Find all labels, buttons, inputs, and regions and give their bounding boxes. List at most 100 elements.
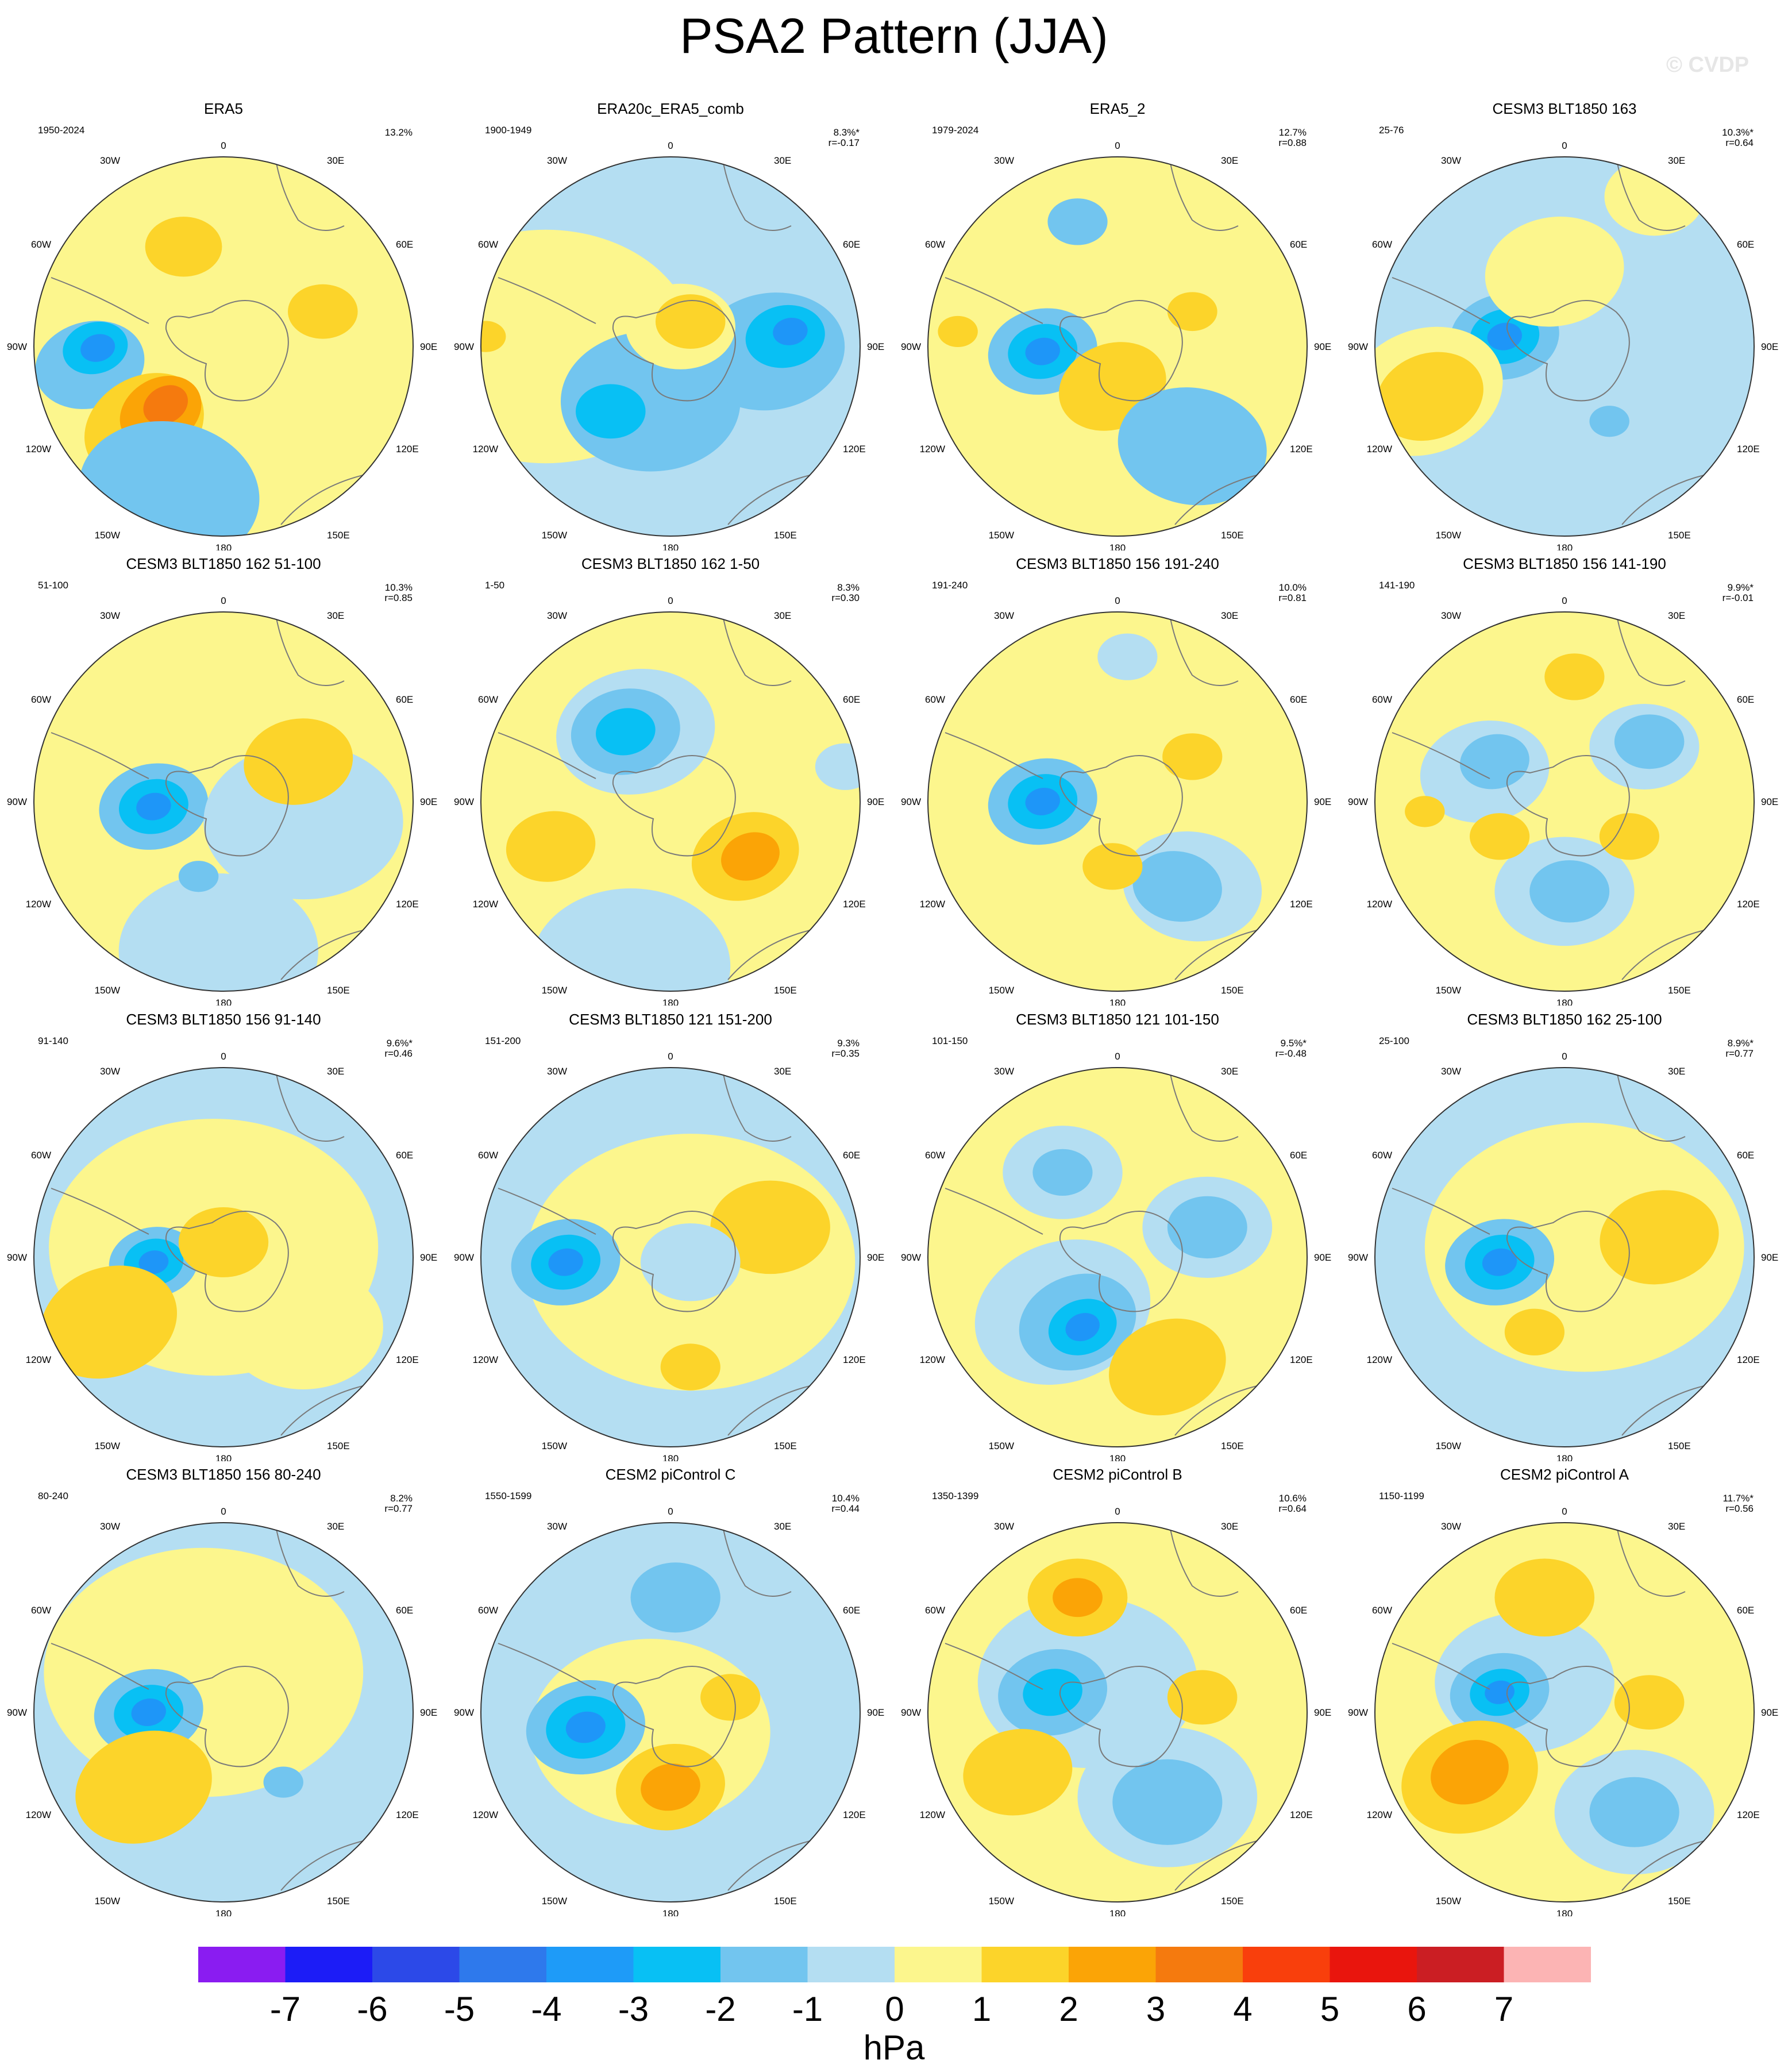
- lon-label-60e: 60E: [843, 1150, 860, 1161]
- lon-label-120e: 120E: [843, 899, 866, 910]
- lon-label-90w: 90W: [1348, 1252, 1368, 1263]
- africa-coastline: [722, 612, 792, 686]
- anomaly-contour: [963, 1728, 1073, 1816]
- lon-label-120e: 120E: [1290, 1809, 1313, 1820]
- lon-label-top: 0: [668, 595, 673, 606]
- lon-label-120e: 120E: [396, 1354, 419, 1365]
- lon-label-120w: 120W: [26, 899, 51, 910]
- anomaly-contour: [75, 1730, 212, 1844]
- anomaly-contour: [138, 1250, 169, 1274]
- colorbar-swatch: [1330, 1947, 1417, 1982]
- africa-coastline: [722, 1523, 792, 1597]
- anomaly-contour: [1097, 633, 1158, 680]
- lon-label-60e: 60E: [843, 694, 860, 705]
- lon-label-90e: 90E: [1314, 1707, 1331, 1718]
- south-america-coastline: [945, 732, 1043, 779]
- anomaly-contour: [815, 743, 860, 790]
- page-title: PSA2 Pattern (JJA): [680, 9, 1108, 64]
- pattern-correlation: r=0.88: [1278, 137, 1307, 148]
- lon-label-90w: 90W: [901, 796, 921, 807]
- map-border: [480, 611, 861, 992]
- panel-title: ERA20c_ERA5_comb: [597, 100, 744, 117]
- south-america-coastline: [945, 1643, 1043, 1690]
- lon-label-120w: 120W: [1367, 1354, 1392, 1365]
- year-range: 1550-1599: [485, 1491, 531, 1501]
- anomaly-contour: [630, 1562, 720, 1633]
- lon-label-120e: 120E: [1737, 1354, 1760, 1365]
- lon-label-30e: 30E: [774, 155, 791, 166]
- lon-label-120e: 120E: [1290, 1354, 1313, 1365]
- map-panel: CESM3 BLT1850 162 25-100 0 180 30W 60W 90W 120…: [1341, 1010, 1788, 1464]
- africa-coastline: [275, 157, 345, 231]
- anomaly-contour: [263, 1766, 303, 1798]
- panel-title: ERA5_2: [1089, 100, 1146, 117]
- anomaly-contour: [565, 1711, 606, 1743]
- antarctica-coastline: [1506, 755, 1630, 857]
- anomaly-contour: [1167, 1196, 1247, 1259]
- colorbar-tick-label: 0: [885, 1990, 904, 2028]
- anomaly-contour: [1589, 1777, 1679, 1847]
- polar-map: 0 180 30W 60W 90W 120W 150W 30E 60E 90E 120E 150E 51…: [7, 580, 437, 1006]
- anomaly-contour: [1025, 788, 1060, 815]
- lon-label-60e: 60E: [1737, 694, 1754, 705]
- colorbar-tick-label: 2: [1059, 1990, 1078, 2028]
- lon-label-90e: 90E: [867, 1707, 884, 1718]
- lon-label-150e: 150E: [1221, 985, 1244, 996]
- lon-label-60w: 60W: [31, 694, 51, 705]
- anomaly-contour: [481, 612, 860, 991]
- panel-title: CESM3 BLT1850 162 51-100: [126, 555, 321, 572]
- anomaly-contour: [1529, 860, 1610, 923]
- year-range: 25-100: [1379, 1035, 1409, 1046]
- anomaly-contour: [576, 384, 646, 439]
- lon-label-30w: 30W: [547, 155, 567, 166]
- lon-label-bottom: 180: [1556, 542, 1573, 550]
- lon-label-top: 0: [1562, 595, 1567, 606]
- lon-label-90e: 90E: [420, 1252, 437, 1263]
- lon-label-60e: 60E: [1290, 239, 1307, 250]
- map-panel: CESM3 BLT1850 121 101-150 0 180 30W 60W 90W 12…: [894, 1010, 1341, 1464]
- lon-label-150e: 150E: [1668, 1441, 1691, 1451]
- lon-label-60w: 60W: [925, 1605, 945, 1616]
- lon-label-30e: 30E: [1668, 610, 1685, 621]
- lon-label-150w: 150W: [542, 530, 567, 541]
- map-border: [1374, 1522, 1755, 1902]
- polar-map: 0 180 30W 60W 90W 120W 150W 30E 60E 90E 120E 150E 11…: [1348, 1491, 1778, 1916]
- anomaly-contour: [1047, 198, 1108, 245]
- anomaly-contour: [655, 294, 726, 349]
- pattern-correlation: r=-0.01: [1723, 592, 1754, 603]
- colorbar-swatch: [720, 1947, 808, 1982]
- colorbar-tick-label: -3: [618, 1990, 649, 2028]
- anomaly-contour: [596, 708, 656, 756]
- variance-pct: 8.9%*: [1728, 1038, 1754, 1049]
- africa-coastline: [1169, 1523, 1239, 1597]
- antarctica-coastline: [612, 1666, 736, 1767]
- lon-label-120e: 120E: [1737, 444, 1760, 455]
- anomaly-contour: [640, 1223, 741, 1301]
- map-panel: CESM3 BLT1850 156 191-240 0 180 30W 60W 90W 12…: [894, 554, 1341, 1008]
- south-america-coastline: [51, 1188, 149, 1235]
- lon-label-top: 0: [1562, 1051, 1567, 1062]
- antarctica-coastline: [1506, 1666, 1630, 1767]
- colorbar-swatch: [372, 1947, 460, 1982]
- panel-title: CESM3 BLT1850 121 101-150: [1016, 1011, 1219, 1028]
- lon-label-90e: 90E: [1761, 1707, 1778, 1718]
- panel-title: CESM3 BLT1850 156 141-190: [1463, 555, 1666, 572]
- lon-label-30e: 30E: [1221, 155, 1238, 166]
- variance-pct: 12.7%: [1279, 127, 1307, 138]
- lon-label-60e: 60E: [1737, 1605, 1754, 1616]
- lon-label-150e: 150E: [327, 985, 350, 996]
- lon-label-bottom: 180: [215, 542, 232, 550]
- lon-label-top: 0: [668, 140, 673, 151]
- south-america-coastline: [498, 1188, 596, 1235]
- lon-label-150e: 150E: [774, 985, 797, 996]
- lon-label-bottom: 180: [215, 1908, 232, 1916]
- lon-label-top: 0: [668, 1051, 673, 1062]
- map-border: [480, 1067, 861, 1447]
- africa-coastline: [275, 1523, 345, 1597]
- anomaly-contour: [700, 1674, 761, 1721]
- lon-label-top: 0: [1115, 140, 1120, 151]
- colorbar-tick-label: -6: [357, 1990, 388, 2028]
- panel-title: CESM2 piControl A: [1500, 1466, 1629, 1483]
- africa-coastline: [1169, 1068, 1239, 1142]
- panel-title: ERA5: [204, 100, 243, 117]
